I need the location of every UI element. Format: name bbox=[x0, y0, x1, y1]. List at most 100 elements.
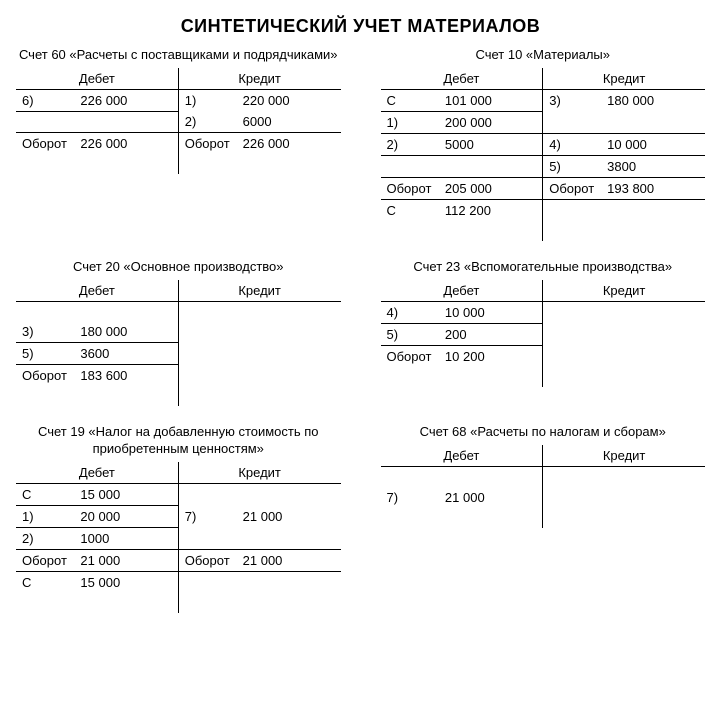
debit-value: 180 000 bbox=[74, 321, 178, 343]
t-account-table: ДебетКредит3)180 0005)3600Оборот183 600 bbox=[16, 280, 341, 407]
account-a20: Счет 20 «Основное производство» ДебетКред… bbox=[16, 259, 341, 406]
t-account-table: ДебетКредит 7)21 000 bbox=[381, 445, 706, 528]
credit-label bbox=[178, 484, 236, 506]
account-title: Счет 10 «Материалы» bbox=[381, 47, 706, 64]
debit-value: 15 000 bbox=[74, 484, 178, 506]
table-row bbox=[16, 301, 341, 321]
debit-value: 1000 bbox=[74, 528, 178, 550]
credit-header: Кредит bbox=[178, 280, 340, 302]
debit-label: С bbox=[16, 572, 74, 594]
debit-value: 15 000 bbox=[74, 572, 178, 594]
debit-value bbox=[74, 111, 178, 133]
credit-label bbox=[543, 301, 601, 323]
credit-label: 5) bbox=[543, 155, 601, 177]
debit-header: Дебет bbox=[16, 462, 178, 484]
debit-label: 6) bbox=[16, 89, 74, 111]
credit-value bbox=[601, 345, 705, 367]
account-title: Счет 20 «Основное производство» bbox=[16, 259, 341, 276]
credit-value: 21 000 bbox=[237, 506, 341, 528]
debit-header: Дебет bbox=[381, 445, 543, 467]
table-row: С15 000 bbox=[16, 484, 341, 506]
account-a10: Счет 10 «Материалы» ДебетКредитС101 0003)… bbox=[381, 47, 706, 241]
debit-value: 226 000 bbox=[74, 133, 178, 155]
credit-label: Оборот bbox=[543, 177, 601, 199]
table-row: 4)10 000 bbox=[381, 301, 706, 323]
table-row bbox=[381, 467, 706, 487]
account-title: Счет 19 «Налог на добавленную стоимость … bbox=[16, 424, 341, 458]
debit-label: 5) bbox=[16, 343, 74, 365]
credit-value bbox=[601, 323, 705, 345]
debit-label bbox=[16, 301, 74, 321]
debit-label: С bbox=[381, 89, 439, 111]
credit-value bbox=[237, 343, 341, 365]
credit-value: 3800 bbox=[601, 155, 705, 177]
table-row bbox=[16, 386, 341, 406]
table-row: 2)6000 bbox=[16, 111, 341, 133]
debit-value: 200 000 bbox=[439, 111, 543, 133]
table-row: Оборот205 000Оборот193 800 bbox=[381, 177, 706, 199]
account-title: Счет 60 «Расчеты с поставщиками и подряд… bbox=[16, 47, 341, 64]
credit-value: 21 000 bbox=[237, 550, 341, 572]
table-row: Оборот226 000Оборот226 000 bbox=[16, 133, 341, 155]
credit-value: 220 000 bbox=[237, 89, 341, 111]
credit-value bbox=[601, 467, 705, 487]
credit-value bbox=[237, 321, 341, 343]
debit-header: Дебет bbox=[381, 68, 543, 90]
credit-label bbox=[543, 199, 601, 221]
credit-label bbox=[178, 301, 236, 321]
table-row: 3)180 000 bbox=[16, 321, 341, 343]
table-row: 5)3800 bbox=[381, 155, 706, 177]
credit-value bbox=[237, 572, 341, 594]
account-a23: Счет 23 «Вспомогательные производства»Де… bbox=[381, 259, 706, 406]
credit-value bbox=[237, 484, 341, 506]
debit-label: Оборот bbox=[16, 365, 74, 387]
credit-value: 193 800 bbox=[601, 177, 705, 199]
debit-value: 112 200 bbox=[439, 199, 543, 221]
page-title: СИНТЕТИЧЕСКИЙ УЧЕТ МАТЕРИАЛОВ bbox=[16, 16, 705, 37]
debit-label: 1) bbox=[16, 506, 74, 528]
credit-header: Кредит bbox=[543, 280, 705, 302]
credit-header: Кредит bbox=[543, 68, 705, 90]
debit-value: 3600 bbox=[74, 343, 178, 365]
table-row: 1)200 000 bbox=[381, 111, 706, 133]
table-row: 2)1000 bbox=[16, 528, 341, 550]
accounts-grid: Счет 60 «Расчеты с поставщиками и подряд… bbox=[16, 47, 705, 613]
table-row: 2)50004)10 000 bbox=[381, 133, 706, 155]
debit-label: 2) bbox=[16, 528, 74, 550]
debit-value bbox=[439, 155, 543, 177]
table-row bbox=[381, 221, 706, 241]
table-row bbox=[381, 367, 706, 387]
credit-header: Кредит bbox=[178, 462, 340, 484]
credit-label: 3) bbox=[543, 89, 601, 111]
table-row: 1)20 0007)21 000 bbox=[16, 506, 341, 528]
debit-label: Оборот bbox=[381, 177, 439, 199]
credit-label bbox=[543, 467, 601, 487]
credit-label bbox=[178, 572, 236, 594]
debit-label bbox=[381, 467, 439, 487]
table-row bbox=[381, 508, 706, 528]
debit-value: 205 000 bbox=[439, 177, 543, 199]
debit-header: Дебет bbox=[16, 280, 178, 302]
debit-value bbox=[439, 467, 543, 487]
credit-label: Оборот bbox=[178, 133, 236, 155]
debit-value: 10 000 bbox=[439, 301, 543, 323]
table-row: 5)200 bbox=[381, 323, 706, 345]
credit-value: 6000 bbox=[237, 111, 341, 133]
credit-label: 2) bbox=[178, 111, 236, 133]
account-a19: Счет 19 «Налог на добавленную стоимость … bbox=[16, 424, 341, 613]
credit-label: 1) bbox=[178, 89, 236, 111]
debit-value: 20 000 bbox=[74, 506, 178, 528]
debit-label: 5) bbox=[381, 323, 439, 345]
debit-label: С bbox=[16, 484, 74, 506]
table-row: 7)21 000 bbox=[381, 487, 706, 508]
credit-value bbox=[601, 487, 705, 508]
credit-label bbox=[543, 487, 601, 508]
t-account-table: ДебетКредитС15 0001)20 0007)21 0002)1000… bbox=[16, 462, 341, 613]
credit-value bbox=[601, 199, 705, 221]
credit-value bbox=[237, 365, 341, 387]
credit-header: Кредит bbox=[543, 445, 705, 467]
debit-label bbox=[381, 155, 439, 177]
debit-label: 7) bbox=[381, 487, 439, 508]
credit-label: 4) bbox=[543, 133, 601, 155]
table-row: С101 0003)180 000 bbox=[381, 89, 706, 111]
